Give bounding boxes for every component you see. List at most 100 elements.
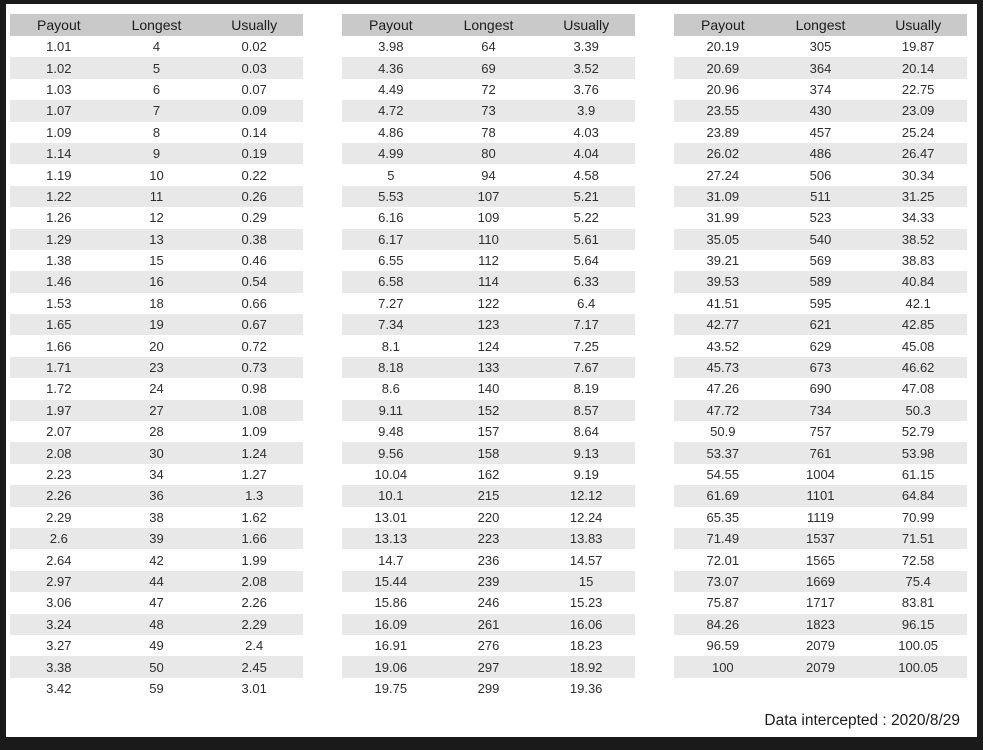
cell: 23.09 — [869, 100, 967, 122]
table-row: 5.53 107 5.21 — [342, 185, 635, 208]
cell: 486 — [771, 142, 870, 165]
cell: 25.24 — [901, 124, 935, 140]
cell: 0.02 — [241, 39, 267, 55]
cell: 16.09 — [342, 613, 440, 635]
column-header-payout: Payout — [342, 14, 440, 36]
column-header-longest: Longest — [771, 14, 870, 36]
cell: 39 — [107, 527, 206, 550]
cell: 1.14 — [10, 142, 108, 165]
cell: 19.06 — [342, 656, 440, 678]
table-row: 20.69 364 20.14 — [674, 57, 967, 79]
cell: 1.08 — [205, 399, 303, 422]
cell: 23 — [107, 356, 206, 379]
cell: 261 — [439, 613, 538, 635]
cell: 0.14 — [241, 124, 267, 140]
cell: 1537 — [771, 527, 870, 550]
table-row: 2.07 28 1.09 — [10, 421, 303, 442]
cell: 15.86 — [374, 595, 408, 611]
cell: 20 — [149, 338, 164, 354]
cell: 215 — [439, 485, 538, 507]
cell: 11 — [107, 185, 206, 208]
cell: 45.73 — [674, 356, 772, 379]
table-row: 13.13 223 13.83 — [342, 527, 635, 550]
table-row: 1.22 11 0.26 — [10, 185, 303, 208]
table-row: 2.08 30 1.24 — [10, 442, 303, 464]
cell: 53.37 — [674, 442, 772, 464]
cell: 4 — [152, 39, 161, 55]
cell: 20.19 — [706, 39, 740, 55]
cell: 1.03 — [46, 81, 72, 97]
cell: 6 — [152, 81, 161, 97]
cell: 5.61 — [537, 228, 635, 250]
cell: 72 — [481, 81, 496, 97]
cell: 6.55 — [378, 253, 404, 269]
table-row: 3.98 64 3.39 — [342, 36, 635, 57]
table-row: 1.53 18 0.66 — [10, 293, 303, 314]
cell: 0.98 — [241, 381, 267, 397]
cell: 31.09 — [674, 185, 772, 208]
cell: 757 — [809, 424, 832, 440]
cell: 305 — [809, 39, 832, 55]
cell: 4.58 — [573, 167, 599, 183]
cell: 9.11 — [342, 399, 440, 422]
cell: 15.23 — [569, 595, 603, 611]
table-row: 7.27 122 6.4 — [342, 293, 635, 314]
table-row: 47.26 690 47.08 — [674, 378, 967, 399]
cell: 1.66 — [46, 338, 72, 354]
table-row: 1.72 24 0.98 — [10, 378, 303, 399]
cell: 100.05 — [898, 638, 939, 654]
table-row: 9.11 152 8.57 — [342, 399, 635, 422]
cell: 2.45 — [205, 656, 303, 678]
cell: 70.99 — [901, 509, 935, 525]
table-row: 2.64 42 1.99 — [10, 549, 303, 570]
cell: 48 — [107, 613, 206, 635]
table-row: 6.58 114 6.33 — [342, 271, 635, 293]
cell: 15 — [149, 253, 164, 269]
table-row: 7.34 123 7.17 — [342, 314, 635, 336]
cell: 1.01 — [46, 39, 72, 55]
table-row: 20.96 374 22.75 — [674, 79, 967, 100]
cell: 38.83 — [901, 253, 935, 269]
cell: 109 — [477, 210, 500, 226]
cell: 1.46 — [10, 271, 108, 293]
cell: 47 — [149, 595, 164, 611]
header-row: Payout Longest Usually — [674, 14, 967, 36]
cell: 7.27 — [378, 295, 404, 311]
table-row: 23.89 457 25.24 — [674, 122, 967, 143]
table-row: 4.99 80 4.04 — [342, 142, 635, 165]
cell: 4.99 — [342, 142, 440, 165]
cell: 1.09 — [241, 424, 267, 440]
table-row: 27.24 506 30.34 — [674, 164, 967, 185]
cell: 7.17 — [537, 314, 635, 336]
cell: 13 — [107, 228, 206, 250]
cell: 94 — [481, 167, 496, 183]
cell: 1.27 — [241, 467, 267, 482]
cell: 0.67 — [205, 314, 303, 336]
table-row: 3.42 59 3.01 — [10, 678, 303, 699]
cell: 8.57 — [537, 399, 635, 422]
cell: 6.33 — [537, 271, 635, 293]
cell: 0.29 — [241, 210, 267, 226]
table-row: 1.09 8 0.14 — [10, 122, 303, 143]
cell: 122 — [477, 295, 500, 311]
cell: 4.04 — [537, 142, 635, 165]
table-row: 50.9 757 52.79 — [674, 421, 967, 442]
cell: 430 — [771, 100, 870, 122]
cell: 12.12 — [537, 485, 635, 507]
cell: 41.51 — [706, 295, 740, 311]
cell: 14.7 — [378, 552, 404, 568]
cell: 19 — [107, 314, 206, 336]
table-row: 42.77 621 42.85 — [674, 314, 967, 336]
payout-table-2: Payout Longest Usually 3.98 64 3.39 4.36 69 3.52… — [342, 14, 635, 699]
cell: 2.23 — [46, 467, 72, 482]
cell: 2.08 — [10, 442, 108, 464]
cell: 1004 — [806, 467, 835, 482]
cell: 52.79 — [901, 424, 935, 440]
cell: 1.71 — [10, 356, 108, 379]
cell: 12.24 — [569, 509, 603, 525]
table-row: 41.51 595 42.1 — [674, 293, 967, 314]
cell: 673 — [771, 356, 870, 379]
table-row: 2.6 39 1.66 — [10, 527, 303, 550]
table-row: 61.69 1101 64.84 — [674, 485, 967, 507]
cell: 30.34 — [901, 167, 935, 183]
